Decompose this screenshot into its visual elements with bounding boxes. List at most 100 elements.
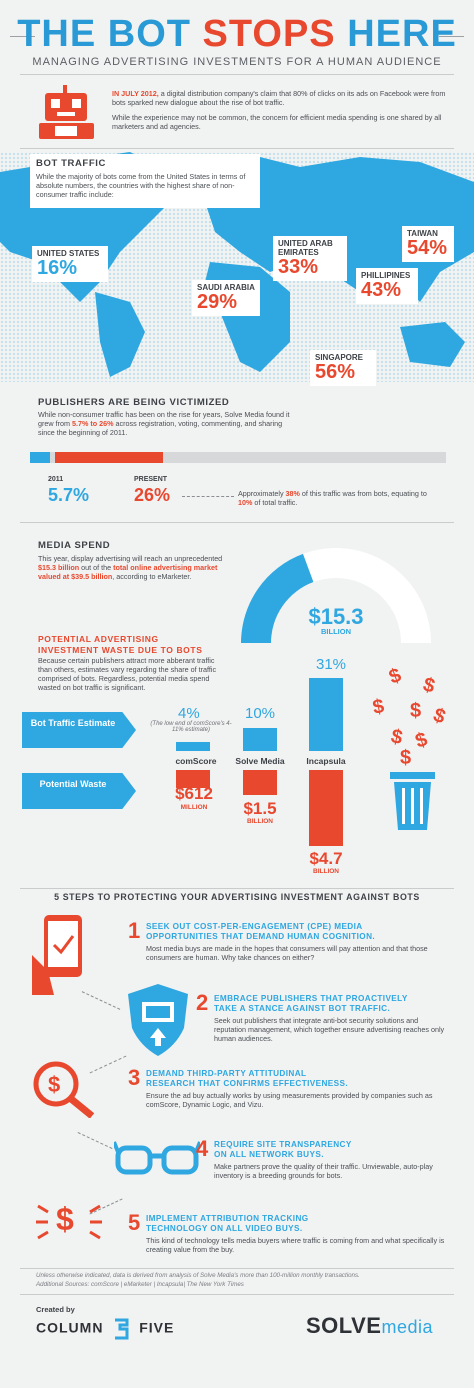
solve-media-logo: SOLVEmedia: [306, 1313, 433, 1338]
magnifier-dollar-icon: $: [32, 1060, 96, 1119]
publishers-heading: PUBLISHERS ARE BEING VICTIMIZED: [38, 397, 230, 408]
bot-traffic-heading: BOT TRAFFIC: [36, 158, 106, 169]
step-2-number: 2: [196, 990, 209, 1015]
country-saudi-arabia: SAUDI ARABIA 29%: [192, 280, 260, 316]
step-4-number: 4: [196, 1136, 209, 1161]
col-solve-waste: $1.5: [243, 799, 277, 818]
col-comscore-note: (The low end of comScore's 4-11% estimat…: [150, 721, 232, 733]
divider: [20, 1268, 454, 1269]
publishers-text: While non-consumer traffic has been on t…: [38, 410, 290, 437]
label-present: PRESENT: [134, 476, 168, 483]
step-3-number: 3: [128, 1065, 141, 1090]
gauge-unit: BILLION: [321, 627, 351, 636]
steps-heading: 5 STEPS TO PROTECTING YOUR ADVERTISING I…: [54, 892, 420, 902]
step-arrow: [81, 991, 121, 1010]
col-comscore-unit: MILLION: [180, 804, 208, 811]
intro-text: IN JULY 2012, a digital distribution com…: [112, 89, 446, 107]
col-comscore-name: comScore: [175, 756, 217, 766]
phone-check-icon: [32, 915, 94, 995]
shield-monitor-icon: [126, 984, 190, 1058]
svg-text:$: $: [386, 664, 404, 688]
step-5-body: This kind of technology tells media buye…: [146, 1236, 445, 1254]
header-rule-top: [10, 36, 35, 37]
col-solve-name: Solve Media: [235, 756, 285, 766]
svg-text:$: $: [430, 704, 448, 728]
step-4-heading: REQUIRE SITE TRANSPARENCY ON ALL NETWORK …: [214, 1140, 352, 1159]
svg-text:$: $: [413, 728, 430, 752]
step-1-heading: SEEK OUT COST-PER-ENGAGEMENT (CPE) MEDIA…: [146, 922, 376, 941]
bar-incapsula-waste: [309, 770, 343, 846]
bar-solve-waste: [243, 770, 277, 795]
country-taiwan: TAIWAN 54%: [402, 226, 454, 262]
bar-solve-bot: [243, 728, 277, 751]
bar-comscore-bot: [176, 742, 210, 751]
country-phillipines: PHILLIPINES 43%: [356, 268, 418, 304]
footer-note-1: Unless otherwise indicated, data is deri…: [36, 1272, 360, 1279]
footer-note-2: Additional Sources: comScore | eMarketer…: [36, 1281, 244, 1288]
country-uae: UNITED ARAB EMIRATES 33%: [273, 236, 347, 281]
divider: [20, 522, 454, 523]
glasses-icon: [112, 1138, 202, 1178]
step-5-number: 5: [128, 1210, 141, 1235]
step-5-heading: IMPLEMENT ATTRIBUTION TRACKING TECHNOLOGY…: [146, 1214, 309, 1233]
bar-present: [55, 452, 163, 463]
col-incapsula-pct: 31%: [315, 656, 347, 673]
gauge-value: $15.3: [308, 604, 364, 629]
step-1-body: Most media buys are made in the hopes th…: [146, 944, 428, 962]
trash-can-icon: [390, 772, 435, 832]
traffic-bar-track: [30, 452, 446, 463]
svg-text:$: $: [421, 674, 437, 698]
divider: [20, 148, 454, 149]
step-3-heading: DEMAND THIRD-PARTY ATTITUDINAL RESEARCH T…: [146, 1069, 349, 1088]
svg-text:$: $: [371, 695, 386, 719]
created-by: Created by: [36, 1305, 75, 1314]
svg-text:$: $: [410, 700, 421, 722]
media-text: This year, display advertising will reac…: [38, 554, 223, 581]
col-incapsula-unit: BILLION: [313, 868, 339, 875]
bar-comscore-waste: [176, 770, 210, 788]
col-solve-pct: 10%: [244, 705, 276, 722]
step-4-body: Make partners prove the quality of their…: [214, 1162, 433, 1180]
gauge-fill: [241, 553, 314, 643]
step-2-heading: EMBRACE PUBLISHERS THAT PROACTIVELY TAKE …: [214, 994, 408, 1013]
header-rule-top-right: [439, 36, 464, 37]
robot-icon: [37, 85, 97, 145]
bar-2011: [30, 452, 50, 463]
col-comscore-waste: $612: [175, 784, 213, 803]
column-five-logo: COLUMN FIVE: [36, 1318, 174, 1340]
bar-incapsula-bot: [309, 678, 343, 751]
row-label-bot-traffic: Bot Traffic Estimate: [22, 712, 136, 748]
spend-gauge: [236, 538, 436, 646]
media-heading: MEDIA SPEND: [38, 540, 111, 551]
step-2-body: Seek out publishers that integrate anti-…: [214, 1016, 445, 1043]
dollar-signs-icon: $ $ $ $ $ $ $ $: [370, 662, 450, 769]
page-title: THE BOT STOPS HERE: [17, 13, 457, 55]
divider: [20, 888, 454, 889]
col-comscore-pct: 4%: [178, 705, 200, 722]
dollar-target-icon: $: [32, 1196, 106, 1246]
divider: [20, 74, 454, 75]
row-label-waste: Potential Waste: [22, 773, 136, 809]
col-incapsula-name: Incapsula: [306, 756, 346, 766]
svg-text:$: $: [400, 747, 411, 767]
waste-text: Because certain publishers attract more …: [38, 656, 217, 692]
col-solve-unit: BILLION: [247, 818, 273, 825]
bot-traffic-text: While the majority of bots come from the…: [36, 172, 246, 199]
value-present: 26%: [134, 485, 171, 505]
value-2011: 5.7%: [48, 485, 90, 505]
connector-line: [182, 496, 234, 497]
country-united-states: UNITED STATES 16%: [32, 246, 108, 282]
country-singapore: SINGAPORE 56%: [310, 350, 376, 386]
svg-text:$: $: [389, 725, 404, 749]
publishers-note: Approximately 38% of this traffic was fr…: [238, 489, 427, 507]
label-2011: 2011: [48, 476, 64, 483]
divider: [20, 1294, 454, 1295]
step-3-body: Ensure the ad buy actually works by usin…: [146, 1091, 433, 1109]
svg-text:$: $: [48, 1072, 60, 1097]
svg-text:$: $: [56, 1201, 74, 1237]
waste-heading: POTENTIAL ADVERTISING INVESTMENT WASTE DU…: [38, 634, 203, 655]
intro-text-2: While the experience may not be common, …: [112, 113, 442, 131]
step-1-number: 1: [128, 918, 141, 943]
bot-traffic-box: BOT TRAFFIC While the majority of bots c…: [30, 154, 260, 208]
step-arrow: [77, 1132, 113, 1149]
